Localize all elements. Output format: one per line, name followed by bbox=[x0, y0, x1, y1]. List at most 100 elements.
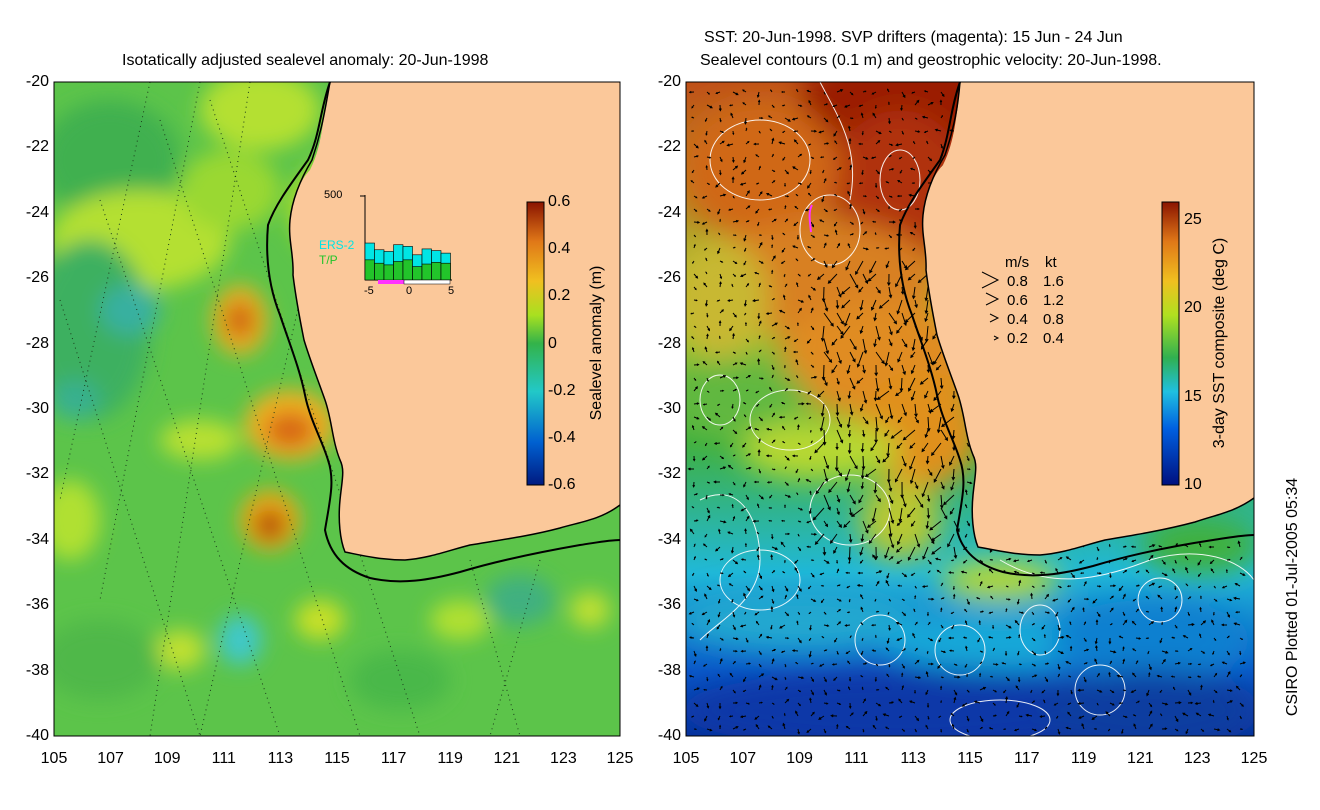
velocity-arrow bbox=[771, 684, 774, 691]
velocity-arrow bbox=[807, 192, 812, 197]
velocity-arrow bbox=[836, 115, 841, 119]
velocity-arrow bbox=[814, 533, 825, 545]
velocity-arrow bbox=[1200, 620, 1207, 626]
velocity-arrow bbox=[784, 205, 787, 210]
velocity-arrow bbox=[690, 180, 695, 184]
velocity-arrow bbox=[966, 598, 970, 606]
velocity-arrow bbox=[1239, 702, 1244, 707]
velocity-arrow bbox=[836, 584, 841, 587]
velocity-arrow bbox=[875, 580, 880, 587]
velocity-arrow bbox=[693, 441, 697, 444]
velocity-arrow bbox=[927, 559, 932, 565]
velocity-arrow bbox=[771, 412, 775, 418]
velocity-arrow bbox=[935, 364, 942, 371]
velocity-arrow bbox=[1013, 728, 1020, 732]
velocity-arrow bbox=[836, 416, 843, 428]
velocity-arrow bbox=[874, 634, 877, 639]
velocity-arrow bbox=[940, 91, 945, 98]
velocity-arrow bbox=[758, 650, 762, 656]
velocity-arrow bbox=[771, 218, 777, 223]
velocity-arrow bbox=[823, 377, 828, 387]
velocity-arrow bbox=[754, 715, 760, 720]
velocity-arrow bbox=[859, 325, 864, 335]
velocity-arrow bbox=[884, 247, 890, 250]
velocity-arrow bbox=[901, 611, 907, 617]
colorbar-tick-label: -0.4 bbox=[548, 428, 576, 446]
velocity-arrow bbox=[834, 637, 838, 643]
velocity-arrow bbox=[792, 350, 799, 354]
velocity-arrow bbox=[706, 208, 711, 212]
velocity-arrow bbox=[742, 89, 747, 93]
velocity-arrow bbox=[949, 507, 955, 515]
colorbar-tick-label: 0.6 bbox=[548, 193, 571, 210]
velocity-arrow bbox=[771, 104, 775, 108]
velocity-arrow bbox=[882, 455, 890, 463]
velocity-arrow bbox=[706, 465, 710, 470]
velocity-arrow bbox=[1174, 606, 1178, 613]
velocity-arrow bbox=[911, 338, 916, 352]
velocity-arrow bbox=[781, 104, 786, 107]
velocity-arrow bbox=[925, 724, 929, 730]
velocity-arrow bbox=[732, 246, 736, 249]
velocity-arrow bbox=[979, 610, 985, 613]
velocity-arrow bbox=[727, 531, 734, 535]
velocity-arrow bbox=[715, 546, 721, 552]
velocity-arrow bbox=[807, 273, 812, 277]
velocity-arrow bbox=[846, 611, 851, 614]
velocity-arrow bbox=[797, 390, 801, 393]
velocity-arrow bbox=[933, 468, 942, 483]
velocity-arrow bbox=[927, 494, 931, 503]
velocity-arrow bbox=[823, 611, 827, 615]
colorbar-tick-label: 25 bbox=[1184, 210, 1202, 228]
velocity-arrow bbox=[784, 388, 789, 392]
velocity-arrow bbox=[875, 286, 881, 294]
velocity-arrow bbox=[797, 533, 800, 537]
lat-tick-label: -22 bbox=[25, 138, 49, 156]
velocity-arrow bbox=[849, 91, 854, 96]
velocity-arrow bbox=[719, 685, 723, 691]
velocity-arrow bbox=[1031, 700, 1036, 704]
velocity-arrow bbox=[791, 649, 799, 653]
velocity-arrow bbox=[770, 89, 773, 93]
velocity-arrow bbox=[1171, 636, 1176, 639]
velocity-arrow bbox=[729, 104, 734, 107]
velocity-arrow bbox=[758, 320, 762, 327]
velocity-arrow bbox=[872, 554, 877, 561]
velocity-arrow bbox=[888, 403, 894, 420]
velocity-arrow bbox=[890, 429, 903, 439]
velocity-arrow bbox=[951, 723, 955, 730]
velocity-arrow bbox=[848, 137, 852, 145]
velocity-arrow bbox=[732, 416, 736, 422]
velocity-arrow bbox=[742, 728, 747, 731]
left-panel-title: Isotatically adjusted sealevel anomaly: … bbox=[122, 52, 489, 69]
velocity-arrow bbox=[778, 415, 786, 419]
velocity-arrow bbox=[793, 338, 799, 342]
velocity-arrow bbox=[784, 336, 791, 340]
velocity-arrow bbox=[835, 442, 839, 451]
velocity-arrow bbox=[1130, 689, 1137, 693]
velocity-arrow bbox=[810, 129, 818, 133]
velocity-arrow bbox=[739, 273, 747, 278]
velocity-arrow bbox=[717, 598, 721, 604]
velocity-arrow bbox=[771, 269, 774, 275]
velocity-arrow bbox=[885, 260, 890, 269]
velocity-arrow bbox=[907, 273, 916, 281]
velocity-arrow bbox=[808, 611, 812, 615]
velocity-arrow bbox=[926, 702, 930, 709]
velocity-arrow bbox=[765, 635, 773, 639]
velocity-arrow bbox=[732, 515, 736, 522]
velocity-arrow bbox=[797, 507, 804, 511]
velocity-arrow bbox=[1044, 559, 1047, 564]
velocity-arrow bbox=[1030, 689, 1033, 694]
inset-bar-tp bbox=[393, 261, 404, 281]
velocity-arrow bbox=[1197, 559, 1202, 566]
velocity-arrow bbox=[1067, 702, 1072, 705]
velocity-arrow bbox=[693, 598, 699, 602]
velocity-arrow bbox=[1209, 663, 1215, 667]
velocity-arrow bbox=[745, 585, 751, 592]
velocity-arrow bbox=[717, 208, 721, 215]
velocity-arrow bbox=[900, 481, 904, 499]
velocity-arrow bbox=[758, 349, 762, 353]
velocity-arrow bbox=[755, 723, 760, 730]
velocity-arrow bbox=[819, 156, 825, 159]
